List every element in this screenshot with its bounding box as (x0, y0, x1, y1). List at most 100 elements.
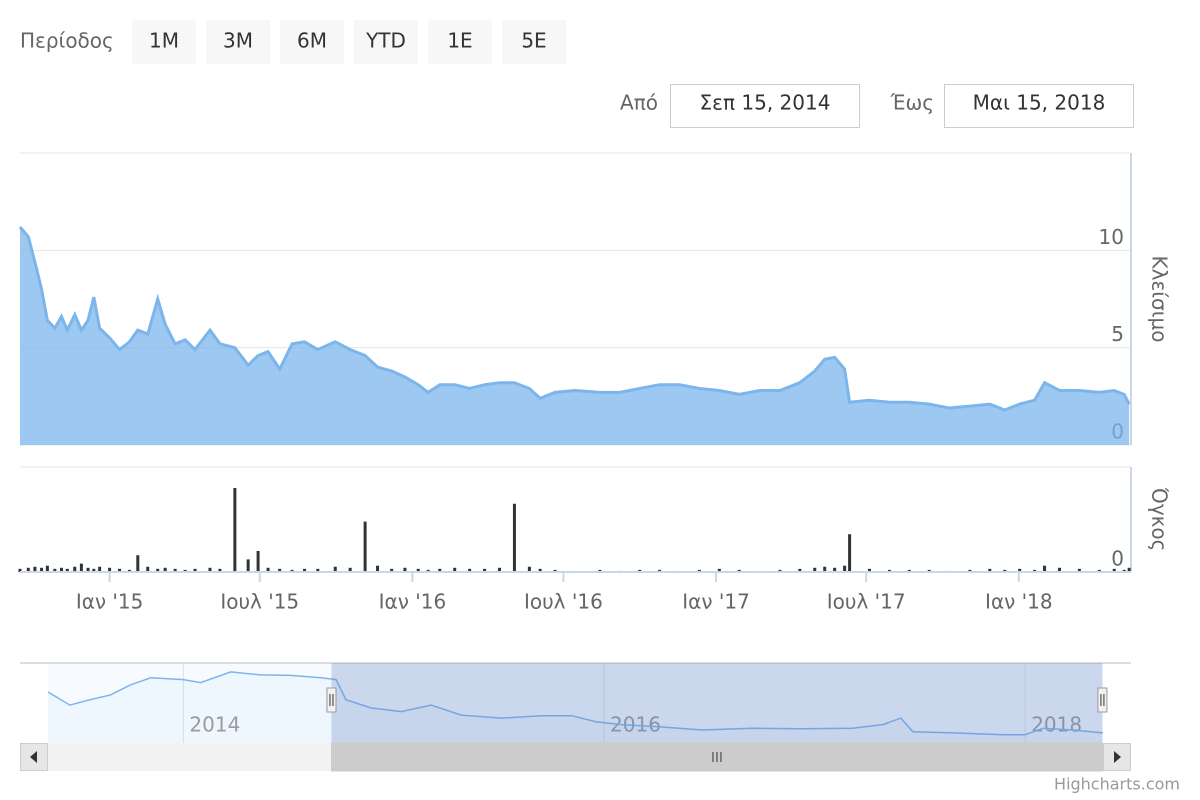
range-button[interactable] (428, 20, 492, 64)
volume-bar (33, 566, 37, 572)
volume-bar (376, 565, 380, 572)
navigator-handle[interactable] (326, 687, 337, 713)
volume-bar (118, 568, 122, 572)
x-tick-label: Ιαν '16 (379, 590, 447, 614)
volume-bar (266, 567, 270, 572)
volume-bar (98, 566, 102, 572)
navigator-line (47, 671, 1104, 736)
range-button-label[interactable]: 6Μ (297, 29, 327, 53)
volume-bar (256, 551, 260, 572)
range-button-label[interactable]: YTD (365, 29, 406, 53)
volume-bar (390, 568, 394, 572)
volume-bar (1077, 568, 1081, 572)
handle-grip (1100, 694, 1105, 706)
volume-bar (348, 567, 352, 572)
volume-bar (45, 565, 49, 572)
credits[interactable]: Highcharts.com (1054, 775, 1180, 794)
volume-bar (658, 569, 662, 572)
y2-tick-label: 0 (1111, 547, 1124, 571)
volume-bar (136, 555, 140, 572)
volume-bar (1122, 569, 1126, 572)
volume-bar (316, 568, 320, 572)
volume-bar (128, 569, 132, 572)
range-button[interactable] (132, 20, 196, 64)
range-button[interactable] (354, 20, 418, 64)
navigator-background (48, 663, 1103, 743)
volume-bar (1057, 567, 1061, 572)
volume-bar (438, 568, 442, 572)
range-button-label[interactable]: 1Ε (447, 29, 472, 53)
volume-bar (416, 568, 420, 572)
volume-bar (1003, 569, 1007, 572)
volume-bar (173, 568, 177, 572)
y-tick-label: 5 (1111, 322, 1124, 346)
navigator-tick-label: 2014 (189, 713, 240, 737)
volume-bar (73, 566, 77, 572)
volume-bar (333, 566, 337, 572)
x-tick-label: Ιαν '17 (682, 590, 750, 614)
volume-bar (53, 568, 57, 572)
x-tick-label: Ιαν '15 (76, 590, 144, 614)
volume-bar (598, 569, 602, 572)
volume-bar (697, 569, 701, 572)
volume-bar (59, 567, 63, 572)
volume-bar (823, 566, 827, 572)
volume-bar (163, 567, 167, 572)
x-tick-label: Ιαν '18 (985, 590, 1053, 614)
volume-bar (233, 488, 237, 572)
range-buttons: 1Μ 3Μ 6Μ YTD 1Ε 5Ε (132, 20, 566, 64)
y2-axis-title: Όγκος (1148, 487, 1172, 552)
volume-bar (290, 569, 294, 572)
volume-bar (737, 569, 741, 572)
volume-bar (156, 568, 160, 572)
volume-bar (1033, 569, 1037, 572)
volume-bar (527, 566, 531, 572)
volume-bar (403, 567, 407, 572)
volume-bar (40, 567, 44, 572)
volume-bar (426, 569, 430, 572)
volume-bar (717, 568, 721, 572)
volume-bar (303, 568, 307, 572)
navigator-mask[interactable] (331, 663, 1103, 743)
volume-bar (218, 568, 222, 572)
volume-bar (363, 521, 367, 572)
range-button[interactable] (206, 20, 270, 64)
navigator-area (48, 671, 1103, 743)
volume-bar (798, 568, 802, 572)
volume-bar (246, 559, 250, 572)
volume-bar (553, 569, 557, 572)
volume-bar (498, 567, 502, 572)
x-tick-label: Ιουλ '15 (220, 590, 299, 614)
volume-bar (193, 568, 197, 572)
volume-bar (638, 569, 642, 572)
range-button[interactable] (502, 20, 566, 64)
scrollbar-grip (712, 752, 722, 762)
from-input[interactable] (670, 84, 860, 128)
range-button[interactable] (280, 20, 344, 64)
x-tick-label: Ιουλ '16 (524, 590, 603, 614)
volume-bar (468, 568, 472, 572)
y-axis-title: Κλείσιμο (1148, 256, 1172, 343)
volume-bar (79, 563, 83, 572)
volume-bar (108, 567, 112, 572)
from-date[interactable]: Σεπ 15, 2014 (700, 91, 831, 115)
volume-bar (65, 568, 69, 572)
range-button-label[interactable]: 5Ε (521, 29, 546, 53)
range-button-label[interactable]: 1Μ (149, 29, 179, 53)
volume-bar (18, 568, 22, 572)
volume-bar (833, 567, 837, 572)
range-button-label[interactable]: 3Μ (223, 29, 253, 53)
to-date[interactable]: Μαι 15, 2018 (973, 91, 1106, 115)
navigator-handle[interactable] (1097, 687, 1108, 713)
volume-bar (988, 568, 992, 572)
volume-bar (146, 566, 150, 572)
volume-bar (1097, 569, 1101, 572)
price-area (20, 227, 1130, 445)
to-label: Έως (890, 91, 934, 115)
handle-grip (329, 694, 334, 706)
volume-bar (968, 569, 972, 572)
volume-bar (92, 568, 96, 572)
to-input[interactable] (944, 84, 1134, 128)
volume-bar (1127, 567, 1131, 572)
volume-bar (778, 569, 782, 572)
